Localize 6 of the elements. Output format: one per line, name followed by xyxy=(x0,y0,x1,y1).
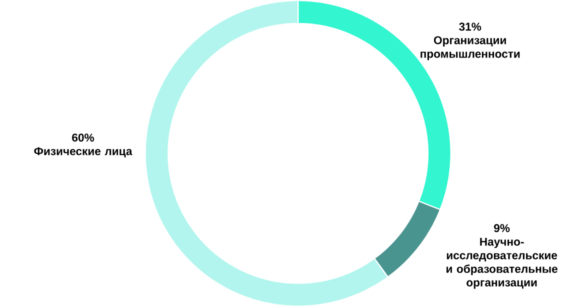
data-label: 9% xyxy=(494,224,510,232)
data-label: 60% xyxy=(72,134,94,142)
slice-label: Научно-исследовательские и образовательные организации xyxy=(446,238,558,289)
slice-label: Физические лица xyxy=(34,147,132,158)
data-label: 31% xyxy=(459,22,482,31)
slice-label: Организации промышленности xyxy=(420,36,520,60)
